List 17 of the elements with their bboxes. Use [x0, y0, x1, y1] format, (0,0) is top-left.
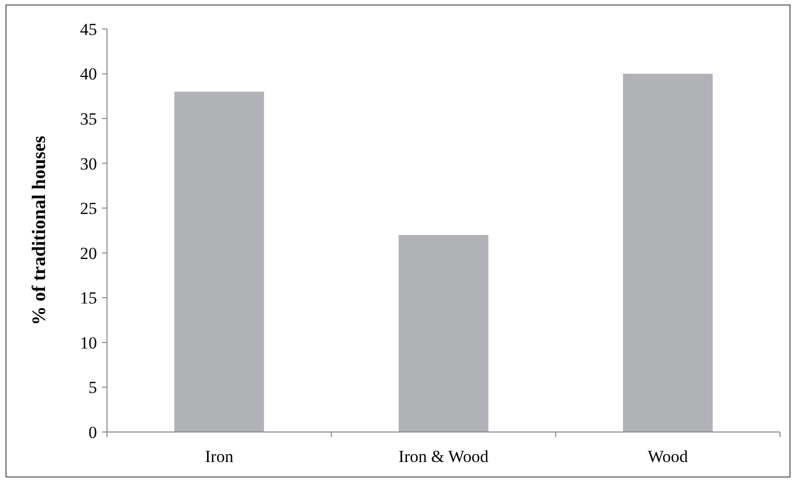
y-tick-label: 15: [80, 288, 97, 308]
x-tick-label: Iron: [205, 447, 234, 466]
y-tick-label: 30: [80, 154, 97, 174]
y-tick-label: 25: [80, 199, 97, 218]
bar: [398, 234, 488, 432]
y-tick-label: 20: [80, 244, 97, 263]
bar: [174, 92, 264, 432]
x-tick-label: Wood: [648, 447, 688, 466]
y-tick-label: 45: [80, 20, 97, 39]
x-tick-label: Iron & Wood: [398, 447, 489, 466]
y-axis-title: % of traditional houses: [29, 136, 50, 326]
y-tick-label: 5: [88, 378, 97, 398]
y-tick-label: 40: [80, 64, 97, 84]
y-tick-label: 10: [80, 333, 97, 352]
y-tick-label: 0: [88, 422, 97, 442]
y-tick-label: 35: [80, 110, 97, 129]
bar: [622, 74, 713, 432]
